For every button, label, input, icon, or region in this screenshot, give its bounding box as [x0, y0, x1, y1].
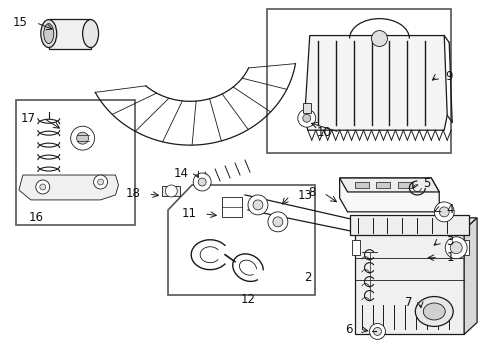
Bar — [351, 240, 359, 255]
Text: 5: 5 — [423, 177, 430, 190]
Ellipse shape — [41, 20, 57, 48]
Circle shape — [247, 195, 267, 215]
Text: 15: 15 — [13, 16, 28, 29]
Bar — [349, 215, 468, 235]
Bar — [162, 186, 180, 196]
Circle shape — [193, 173, 211, 191]
Polygon shape — [339, 178, 438, 212]
Bar — [460, 240, 468, 255]
Bar — [376, 182, 389, 188]
Circle shape — [433, 202, 453, 222]
Circle shape — [449, 242, 461, 254]
Polygon shape — [339, 178, 438, 192]
Circle shape — [77, 132, 88, 144]
Bar — [222, 197, 242, 217]
Text: 9: 9 — [444, 70, 452, 83]
Text: 14: 14 — [173, 167, 188, 180]
Text: 17: 17 — [21, 112, 36, 125]
Text: 8: 8 — [308, 186, 315, 199]
Text: 13: 13 — [297, 189, 312, 202]
Circle shape — [267, 212, 287, 232]
Text: 16: 16 — [28, 211, 43, 224]
Circle shape — [40, 184, 46, 190]
Bar — [49, 19, 90, 49]
Polygon shape — [463, 218, 476, 334]
Circle shape — [371, 31, 386, 46]
Circle shape — [198, 178, 206, 186]
Text: 12: 12 — [240, 293, 255, 306]
Text: 7: 7 — [404, 296, 411, 309]
Text: 1: 1 — [446, 251, 453, 264]
Circle shape — [444, 237, 466, 259]
Circle shape — [369, 323, 385, 339]
Circle shape — [272, 217, 282, 227]
Bar — [398, 182, 411, 188]
Circle shape — [438, 207, 448, 217]
Polygon shape — [19, 175, 118, 200]
Text: 11: 11 — [181, 207, 196, 220]
Circle shape — [93, 175, 107, 189]
Bar — [266, 9, 450, 153]
Circle shape — [165, 185, 177, 197]
Circle shape — [252, 200, 263, 210]
Text: 4: 4 — [446, 203, 453, 216]
Polygon shape — [168, 185, 314, 294]
Ellipse shape — [44, 24, 54, 44]
Bar — [16, 100, 135, 225]
Circle shape — [373, 328, 381, 336]
Circle shape — [297, 109, 315, 127]
Text: 6: 6 — [345, 323, 352, 336]
Polygon shape — [354, 218, 476, 230]
Text: 2: 2 — [304, 271, 311, 284]
Circle shape — [36, 180, 50, 194]
Bar — [302, 103, 310, 113]
Circle shape — [302, 114, 310, 122]
Text: 18: 18 — [125, 188, 140, 201]
Circle shape — [98, 179, 103, 185]
Ellipse shape — [82, 20, 99, 48]
Polygon shape — [304, 36, 447, 130]
Text: 10: 10 — [316, 126, 331, 139]
Ellipse shape — [423, 303, 444, 320]
Circle shape — [71, 126, 94, 150]
Text: 3: 3 — [446, 235, 453, 248]
Ellipse shape — [414, 297, 452, 327]
Bar — [354, 230, 463, 334]
Bar — [354, 182, 368, 188]
